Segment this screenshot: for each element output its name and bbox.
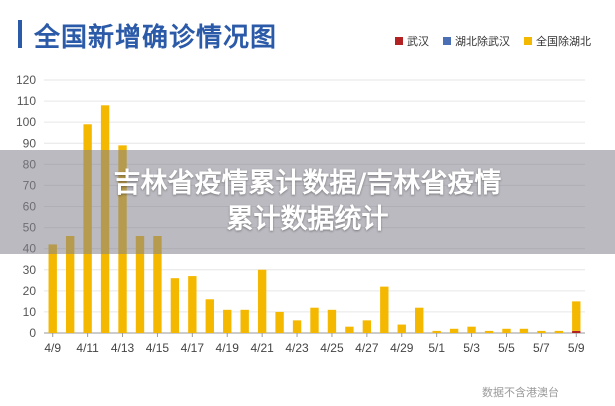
bar-national-ex-hubei xyxy=(223,309,232,333)
y-tick-label: 100 xyxy=(16,115,36,129)
y-tick-label: 120 xyxy=(16,73,36,87)
y-tick-label: 90 xyxy=(23,136,37,150)
bar-national-ex-hubei xyxy=(65,236,75,333)
bar-national-ex-hubei xyxy=(135,236,145,333)
bar-national-ex-hubei xyxy=(345,326,354,333)
bar-national-ex-hubei xyxy=(380,286,389,333)
bar-wuhan xyxy=(572,330,581,333)
overlay-line-2: 累计数据统计 xyxy=(226,204,389,235)
legend-swatch-wuhan xyxy=(395,37,403,45)
x-tick-label: 4/13 xyxy=(111,341,135,355)
x-tick-label: 4/15 xyxy=(146,341,170,355)
legend-swatch-hubei-ex-wuhan xyxy=(443,37,451,45)
legend-swatch-national-ex-hubei xyxy=(524,37,532,45)
bar-national-ex-hubei xyxy=(432,330,441,333)
bar-national-ex-hubei xyxy=(397,324,406,333)
bar-national-ex-hubei xyxy=(572,301,581,331)
title-accent-bar xyxy=(18,20,22,48)
x-tick-label: 4/23 xyxy=(285,341,309,355)
legend-label-wuhan: 武汉 xyxy=(407,35,429,48)
bar-national-ex-hubei xyxy=(257,269,267,333)
x-tick-label: 5/3 xyxy=(463,341,480,355)
x-tick-label: 5/1 xyxy=(428,341,445,355)
bar-national-ex-hubei xyxy=(415,307,424,333)
x-tick-label: 4/19 xyxy=(216,341,240,355)
bar-national-ex-hubei xyxy=(310,307,319,333)
bar-national-ex-hubei xyxy=(48,244,57,333)
bar-national-ex-hubei xyxy=(205,299,214,333)
bar-national-ex-hubei xyxy=(467,326,476,333)
legend-label-hubei-ex-wuhan: 湖北除武汉 xyxy=(455,35,510,48)
y-tick-label: 20 xyxy=(23,284,37,298)
x-tick-label: 4/17 xyxy=(181,341,205,355)
bar-national-ex-hubei xyxy=(275,311,284,333)
legend: 武汉 湖北除武汉 全国除湖北 xyxy=(395,33,591,49)
x-tick-label: 4/27 xyxy=(355,341,379,355)
bar-national-ex-hubei xyxy=(537,330,546,333)
bar-national-ex-hubei xyxy=(554,330,564,333)
x-tick-label: 4/9 xyxy=(44,341,61,355)
chart-title: 全国新增确诊情况图 xyxy=(34,23,278,53)
legend-item-national-ex-hubei: 全国除湖北 xyxy=(524,33,591,49)
bar-national-ex-hubei xyxy=(170,278,180,333)
x-tick-label: 4/25 xyxy=(320,341,344,355)
x-tick-label: 5/9 xyxy=(568,341,585,355)
legend-item-wuhan: 武汉 xyxy=(395,33,429,49)
bar-national-ex-hubei xyxy=(484,330,494,333)
bar-national-ex-hubei xyxy=(362,320,372,333)
x-tick-label: 4/29 xyxy=(390,341,414,355)
title-overlay-banner: 吉林省疫情累计数据/吉林省疫情 累计数据统计 xyxy=(0,150,615,254)
y-tick-label: 110 xyxy=(17,94,36,108)
y-tick-label: 30 xyxy=(23,263,37,277)
x-tick-label: 5/5 xyxy=(498,341,515,355)
legend-label-national-ex-hubei: 全国除湖北 xyxy=(536,35,591,48)
bar-national-ex-hubei xyxy=(449,328,459,333)
bar-national-ex-hubei xyxy=(188,276,197,333)
bar-national-ex-hubei xyxy=(240,309,249,333)
bar-national-ex-hubei xyxy=(519,328,529,333)
bar-national-ex-hubei xyxy=(153,236,162,333)
overlay-line-1: 吉林省疫情累计数据/吉林省疫情 xyxy=(113,168,502,199)
bar-national-ex-hubei xyxy=(327,309,337,333)
legend-item-hubei-ex-wuhan: 湖北除武汉 xyxy=(443,33,510,49)
x-tick-label: 4/11 xyxy=(76,341,99,355)
y-tick-label: 10 xyxy=(23,305,37,319)
bar-national-ex-hubei xyxy=(292,320,302,333)
x-tick-label: 4/21 xyxy=(250,341,274,355)
x-tick-label: 5/7 xyxy=(533,341,550,355)
bar-national-ex-hubei xyxy=(502,328,511,333)
source-note: 数据不含港澳台 xyxy=(482,386,559,399)
y-tick-label: 0 xyxy=(29,326,36,340)
